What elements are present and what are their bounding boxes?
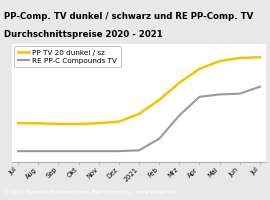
PP TV 20 dunkel / sz xyxy=(37,122,40,124)
PP TV 20 dunkel / sz xyxy=(57,123,60,125)
Text: Durchschnittspreise 2020 - 2021: Durchschnittspreise 2020 - 2021 xyxy=(4,30,163,39)
PP TV 20 dunkel / sz xyxy=(218,60,221,62)
RE PP-C Compounds TV xyxy=(57,150,60,152)
RE PP-C Compounds TV xyxy=(238,92,241,95)
RE PP-C Compounds TV xyxy=(158,138,161,140)
RE PP-C Compounds TV xyxy=(37,150,40,152)
RE PP-C Compounds TV xyxy=(16,150,20,152)
RE PP-C Compounds TV xyxy=(198,96,201,98)
PP TV 20 dunkel / sz xyxy=(178,82,181,84)
Text: PP-Comp. TV dunkel / schwarz und RE PP-Comp. TV: PP-Comp. TV dunkel / schwarz und RE PP-C… xyxy=(4,12,253,21)
RE PP-C Compounds TV xyxy=(97,150,100,152)
PP TV 20 dunkel / sz xyxy=(137,113,141,115)
Line: PP TV 20 dunkel / sz: PP TV 20 dunkel / sz xyxy=(18,57,260,124)
RE PP-C Compounds TV xyxy=(137,149,141,152)
Text: © 2021 Kunststoff Information, Bad Homburg - www.kiweb.de: © 2021 Kunststoff Information, Bad Hombu… xyxy=(4,190,175,195)
PP TV 20 dunkel / sz xyxy=(117,120,120,123)
RE PP-C Compounds TV xyxy=(117,150,120,152)
PP TV 20 dunkel / sz xyxy=(198,68,201,70)
PP TV 20 dunkel / sz xyxy=(77,123,80,125)
PP TV 20 dunkel / sz xyxy=(158,99,161,101)
PP TV 20 dunkel / sz xyxy=(97,122,100,124)
PP TV 20 dunkel / sz xyxy=(16,122,20,124)
Legend: PP TV 20 dunkel / sz, RE PP-C Compounds TV: PP TV 20 dunkel / sz, RE PP-C Compounds … xyxy=(14,46,121,67)
RE PP-C Compounds TV xyxy=(178,114,181,117)
PP TV 20 dunkel / sz xyxy=(238,57,241,59)
RE PP-C Compounds TV xyxy=(218,93,221,96)
PP TV 20 dunkel / sz xyxy=(258,56,262,58)
Line: RE PP-C Compounds TV: RE PP-C Compounds TV xyxy=(18,87,260,151)
RE PP-C Compounds TV xyxy=(258,85,262,88)
RE PP-C Compounds TV xyxy=(77,150,80,152)
